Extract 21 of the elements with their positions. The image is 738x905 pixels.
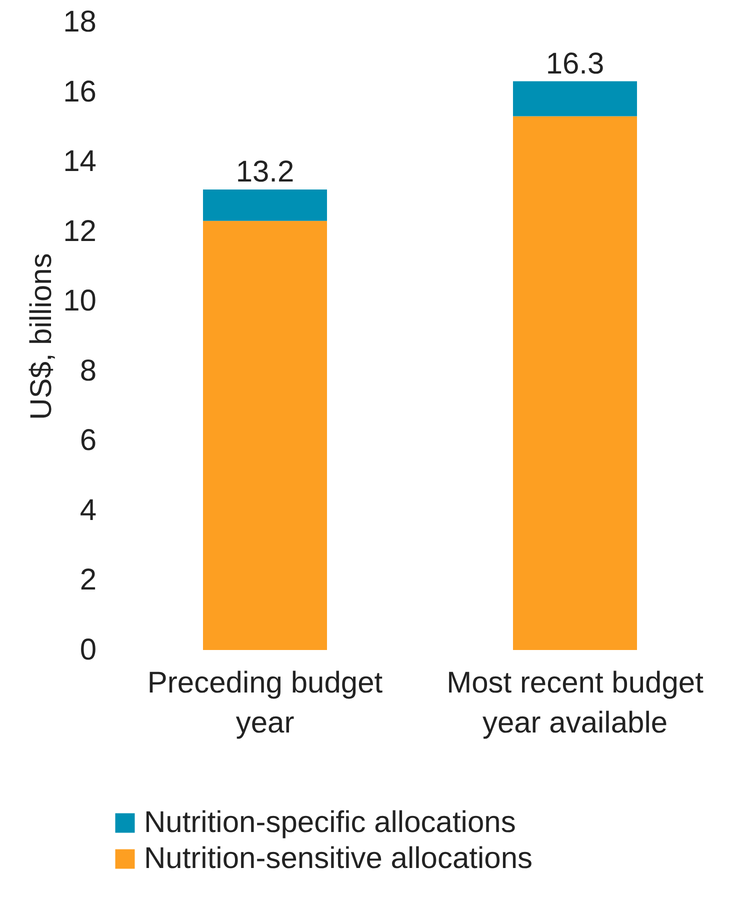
bar [513, 81, 637, 116]
legend-label: Nutrition-sensitive allocations [144, 842, 533, 875]
x-tick-label: Most recent budget year available [446, 666, 704, 740]
total-label: 16.3 [546, 47, 604, 80]
y-tick-label: 18 [63, 6, 96, 38]
y-tick-label: 4 [80, 494, 96, 527]
bar [513, 116, 637, 650]
y-tick-label: 12 [63, 214, 96, 248]
x-tick-label: Preceding budget year [147, 666, 384, 740]
y-tick-label: 2 [80, 564, 96, 597]
bar [203, 220, 327, 650]
y-axis-title: US$, billions [25, 253, 58, 420]
bar [203, 189, 327, 221]
total-label: 13.2 [236, 155, 294, 188]
legend-label: Nutrition-specific allocations [144, 806, 516, 839]
y-tick-label: 16 [63, 75, 96, 108]
y-tick-label: 14 [63, 145, 96, 178]
y-tick-label: 0 [80, 634, 96, 666]
y-tick-label: 10 [63, 284, 96, 318]
y-tick-label: 6 [80, 424, 96, 458]
y-tick-label: 8 [80, 354, 96, 388]
